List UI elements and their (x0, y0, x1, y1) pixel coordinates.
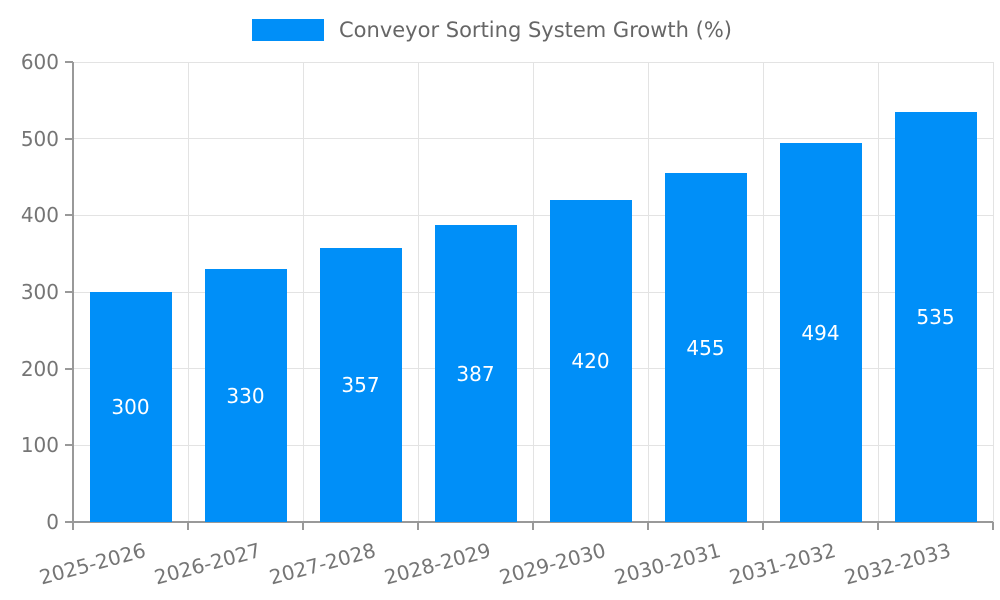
bar-value-label: 387 (456, 361, 495, 386)
x-axis (73, 521, 993, 523)
y-tick-label: 0 (46, 510, 59, 534)
chart-legend: Conveyor Sorting System Growth (%) (252, 18, 732, 42)
bar-value-label: 357 (341, 373, 380, 398)
y-axis-tick (65, 521, 73, 523)
x-axis-tick (877, 522, 879, 530)
gridline-vertical (647, 62, 649, 522)
bar (319, 248, 402, 522)
x-axis-tick (72, 522, 74, 530)
bar-value-label: 300 (111, 395, 150, 419)
x-tick-label: 2031-2032 (727, 538, 839, 590)
bar (434, 225, 517, 522)
gridline-vertical (992, 62, 994, 522)
y-axis-tick (65, 291, 73, 293)
x-axis-tick (187, 522, 189, 530)
gridline-vertical (877, 62, 879, 522)
gridline-vertical (532, 62, 534, 522)
bar (664, 173, 747, 522)
bar (549, 200, 632, 522)
y-tick-label: 400 (20, 203, 59, 228)
legend-swatch (252, 19, 324, 41)
x-tick-label: 2027-2028 (267, 538, 379, 590)
y-tick-label: 100 (20, 433, 59, 458)
bar-value-label: 420 (571, 349, 610, 373)
bar-value-label: 494 (801, 320, 840, 345)
y-axis (72, 62, 74, 522)
bar (204, 269, 287, 522)
y-axis-tick (65, 214, 73, 217)
x-axis-tick (647, 522, 649, 530)
y-axis-tick (65, 444, 73, 447)
y-axis-tick (65, 61, 73, 63)
y-tick-label: 500 (20, 126, 59, 151)
gridline-vertical (762, 62, 764, 522)
x-tick-label: 2030-2031 (612, 538, 724, 590)
bar-value-label: 330 (226, 383, 265, 408)
x-axis-tick (532, 522, 534, 530)
x-tick-label: 2029-2030 (497, 538, 609, 590)
x-axis-tick (302, 522, 304, 530)
y-tick-label: 200 (20, 356, 59, 381)
bar (89, 292, 172, 522)
y-tick-label: 300 (20, 280, 59, 304)
x-tick-label: 2025-2026 (37, 538, 149, 590)
gridline-vertical (302, 62, 304, 522)
bar (779, 143, 862, 522)
gridline-vertical (187, 62, 189, 522)
x-tick-label: 2026-2027 (152, 538, 264, 590)
x-tick-label: 2032-2033 (842, 538, 954, 590)
gridline-vertical (417, 62, 419, 522)
legend-label: Conveyor Sorting System Growth (%) (339, 18, 732, 42)
x-axis-tick (417, 522, 419, 530)
bar-value-label: 535 (916, 304, 955, 329)
y-axis-tick (65, 137, 73, 140)
bar (894, 111, 977, 522)
x-axis-tick (762, 522, 764, 530)
y-tick-label: 600 (20, 50, 59, 74)
y-axis-tick (65, 367, 73, 370)
bar-value-label: 455 (686, 335, 725, 360)
x-tick-label: 2028-2029 (382, 538, 494, 590)
x-axis-tick (992, 522, 994, 530)
